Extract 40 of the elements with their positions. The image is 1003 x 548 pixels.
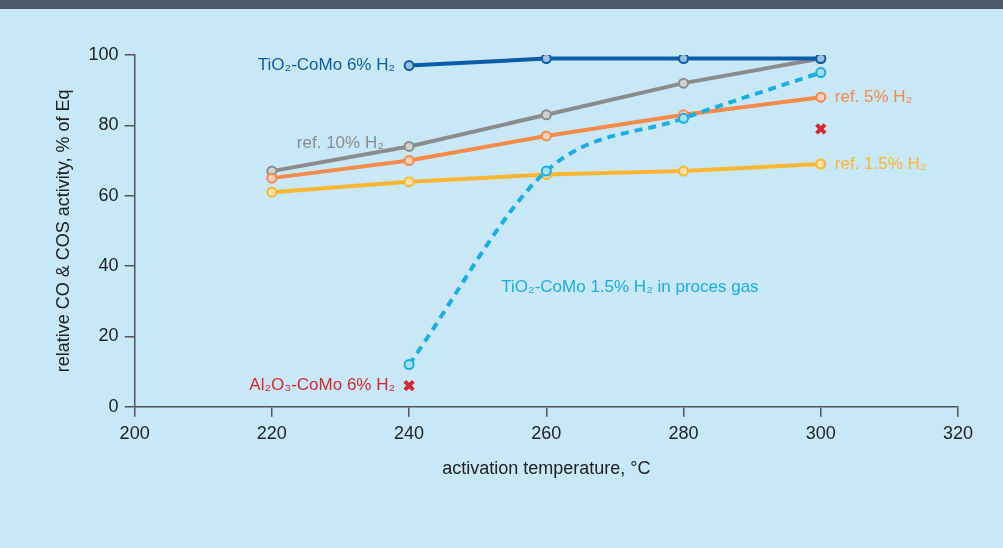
series-label: ref. 1.5% H₂ <box>834 153 927 173</box>
point <box>678 77 690 89</box>
y-axis-title: relative CO & COS activity, % of Eq <box>52 89 73 373</box>
point <box>403 60 415 72</box>
x-tick-label: 280 <box>668 422 699 443</box>
point <box>540 130 552 142</box>
point <box>540 109 552 121</box>
series-label: Al₂O₃-CoMo 6% H₂ <box>249 375 396 395</box>
x-tick-label: 260 <box>531 422 562 443</box>
point <box>403 155 415 167</box>
y-tick-label: 80 <box>98 114 119 135</box>
y-tick-label: 40 <box>98 255 119 276</box>
point <box>678 165 690 177</box>
y-tick-label: 100 <box>88 43 119 64</box>
x-axis-title: activation temperature, °C <box>442 458 651 479</box>
point <box>815 67 827 79</box>
point <box>402 379 416 392</box>
point <box>815 158 827 170</box>
x-tick-label: 220 <box>256 422 287 443</box>
series-label: TiO₂-CoMo 1.5% H₂ in proces gas <box>501 276 759 296</box>
point <box>403 359 415 371</box>
x-tick-label: 300 <box>805 422 836 443</box>
x-tick-label: 240 <box>394 422 425 443</box>
point <box>678 55 690 65</box>
y-tick-label: 20 <box>98 325 119 346</box>
series-label: ref. 10% H₂ <box>296 132 384 152</box>
x-tick-label: 320 <box>942 422 974 443</box>
point <box>403 176 415 188</box>
point <box>540 55 552 65</box>
point <box>814 122 828 136</box>
point <box>540 165 552 177</box>
series-label: TiO₂-CoMo 6% H₂ <box>257 55 396 75</box>
series-label: ref. 5% H₂ <box>834 86 913 106</box>
y-tick-label: 0 <box>108 395 119 416</box>
point <box>815 91 827 103</box>
x-tick-label: 200 <box>119 422 150 443</box>
point <box>266 186 278 198</box>
point <box>403 140 415 152</box>
y-tick-label: 60 <box>98 184 119 205</box>
point <box>266 172 278 184</box>
